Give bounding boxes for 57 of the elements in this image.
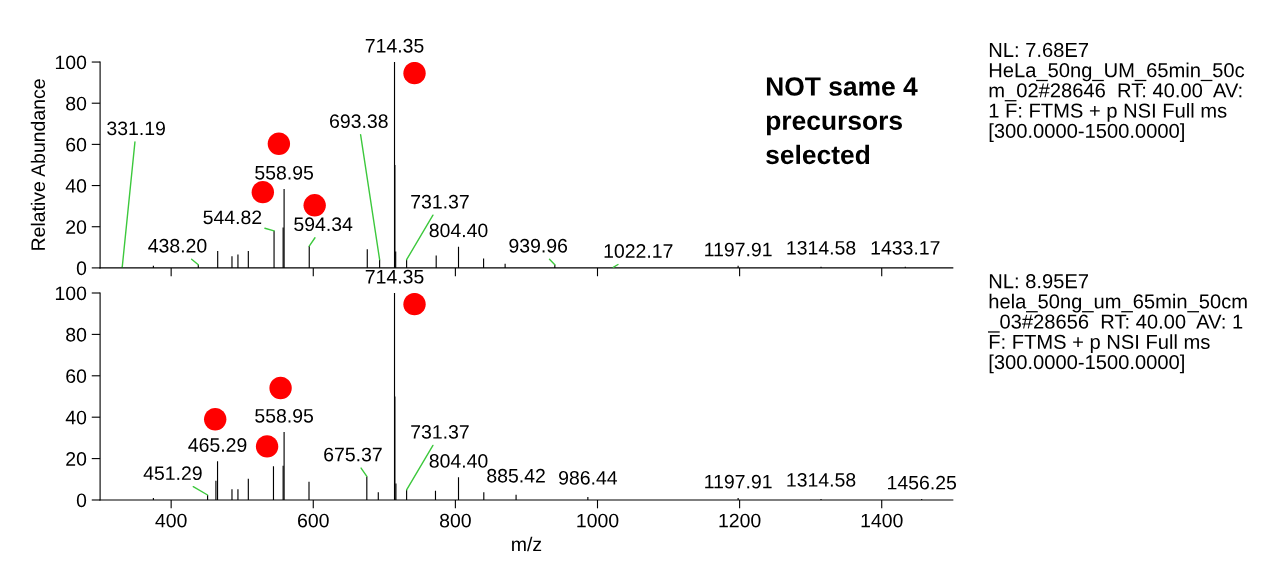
annotation: 939.96 (509, 238, 568, 253)
annotation: 1456.25 (888, 475, 957, 490)
text: [300.0000-1500.0000] (989, 123, 1184, 142)
annotation: 1197.91 (705, 242, 772, 257)
text: m_02#28646 RT: 40.00 AV: (989, 83, 1242, 102)
y-tick-label: 20 (66, 220, 87, 234)
y-tick-label: 60 (66, 369, 87, 384)
text: 1 F: FTMS + p NSI Full ms (989, 103, 1227, 122)
x-tick-label: 1400 (861, 513, 903, 528)
text: HeLa_50ng_UM_65min_50c (989, 62, 1245, 82)
annotation: 1433.17 (871, 240, 940, 255)
x-axis-title: m/z (512, 536, 542, 552)
y-tick-label: 40 (65, 410, 87, 425)
annotation: 714.35 (365, 269, 424, 284)
annotation: 594.34 (294, 217, 353, 232)
annotation: 731.37 (411, 425, 469, 439)
annotation: 731.37 (411, 194, 469, 209)
annotation: 331.19 (107, 121, 165, 136)
text: F: FTMS + p NSI Full ms (989, 334, 1210, 354)
y-tick-label: 20 (66, 452, 87, 466)
annotation: 986.44 (559, 470, 618, 485)
y-tick-label: 80 (66, 327, 87, 342)
annotation: 451.29 (143, 466, 202, 481)
y-tick-label: 0 (76, 493, 87, 508)
annotation: 1022.17 (604, 244, 673, 258)
x-tick-label: 1000 (577, 513, 619, 528)
annotation: 1197.91 (705, 474, 772, 489)
text: _03#28656 RT: 40.00 AV: 1 (987, 314, 1243, 333)
annotation: 804.40 (429, 223, 488, 238)
y-tick-label: 100 (55, 55, 87, 70)
annotation: 558.95 (255, 408, 314, 423)
y-tick-label: 0 (76, 261, 87, 276)
x-tick-label: 1200 (719, 513, 761, 528)
x-tick-label: 600 (298, 513, 329, 528)
y-tick-label: 60 (66, 137, 87, 152)
y-tick-label: 100 (55, 286, 87, 301)
text: NL: 7.68E7 (989, 42, 1089, 58)
annotation: 675.37 (324, 447, 382, 462)
text: NL: 8.95E7 (989, 274, 1089, 289)
annotation: 885.42 (487, 468, 545, 483)
x-tick-label: 800 (440, 513, 471, 528)
text: [300.0000-1500.0000] (989, 354, 1184, 374)
annotation: 1314.58 (787, 473, 856, 487)
annotation: 804.40 (429, 454, 488, 468)
y-tick-label: 80 (66, 96, 87, 111)
annotation: 438.20 (148, 238, 207, 253)
x-tick-label: 400 (155, 513, 187, 528)
annotation: 693.38 (330, 114, 388, 129)
annotation: 1314.58 (787, 240, 856, 255)
text: NOT same 4 precursors selected (766, 77, 918, 165)
text: hela_50ng_um_65min_50cm (989, 293, 1247, 313)
annotation: 558.95 (255, 165, 314, 180)
annotation: 714.35 (365, 38, 424, 53)
y-axis-title: Relative Abundance (30, 79, 46, 250)
annotation: 465.29 (188, 438, 247, 452)
y-tick-label: 40 (65, 179, 87, 193)
annotation: 544.82 (203, 210, 262, 225)
